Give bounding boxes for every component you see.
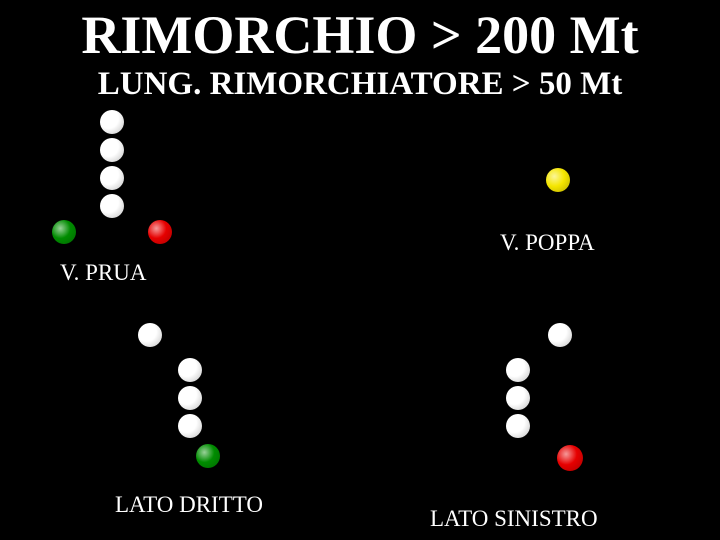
prua-light-2 (100, 166, 124, 190)
dritto-light-0 (138, 323, 162, 347)
prua-light-0 (100, 110, 124, 134)
sinistro-light-2 (506, 386, 530, 410)
label-dritto: LATO DRITTO (115, 492, 263, 518)
main-title: RIMORCHIO > 200 Mt (0, 4, 720, 66)
dritto-light-3 (178, 414, 202, 438)
dritto-light-4 (196, 444, 220, 468)
prua-light-5 (148, 220, 172, 244)
poppa-light-0 (546, 168, 570, 192)
dritto-light-2 (178, 386, 202, 410)
label-sinistro: LATO SINISTRO (430, 506, 598, 532)
dritto-light-1 (178, 358, 202, 382)
sinistro-light-0 (548, 323, 572, 347)
sinistro-light-3 (506, 414, 530, 438)
prua-light-3 (100, 194, 124, 218)
sinistro-light-4 (557, 445, 583, 471)
sub-title: LUNG. RIMORCHIATORE > 50 Mt (0, 66, 720, 103)
sinistro-light-1 (506, 358, 530, 382)
label-prua: V. PRUA (60, 260, 147, 286)
prua-light-1 (100, 138, 124, 162)
prua-light-4 (52, 220, 76, 244)
label-poppa: V. POPPA (500, 230, 595, 256)
